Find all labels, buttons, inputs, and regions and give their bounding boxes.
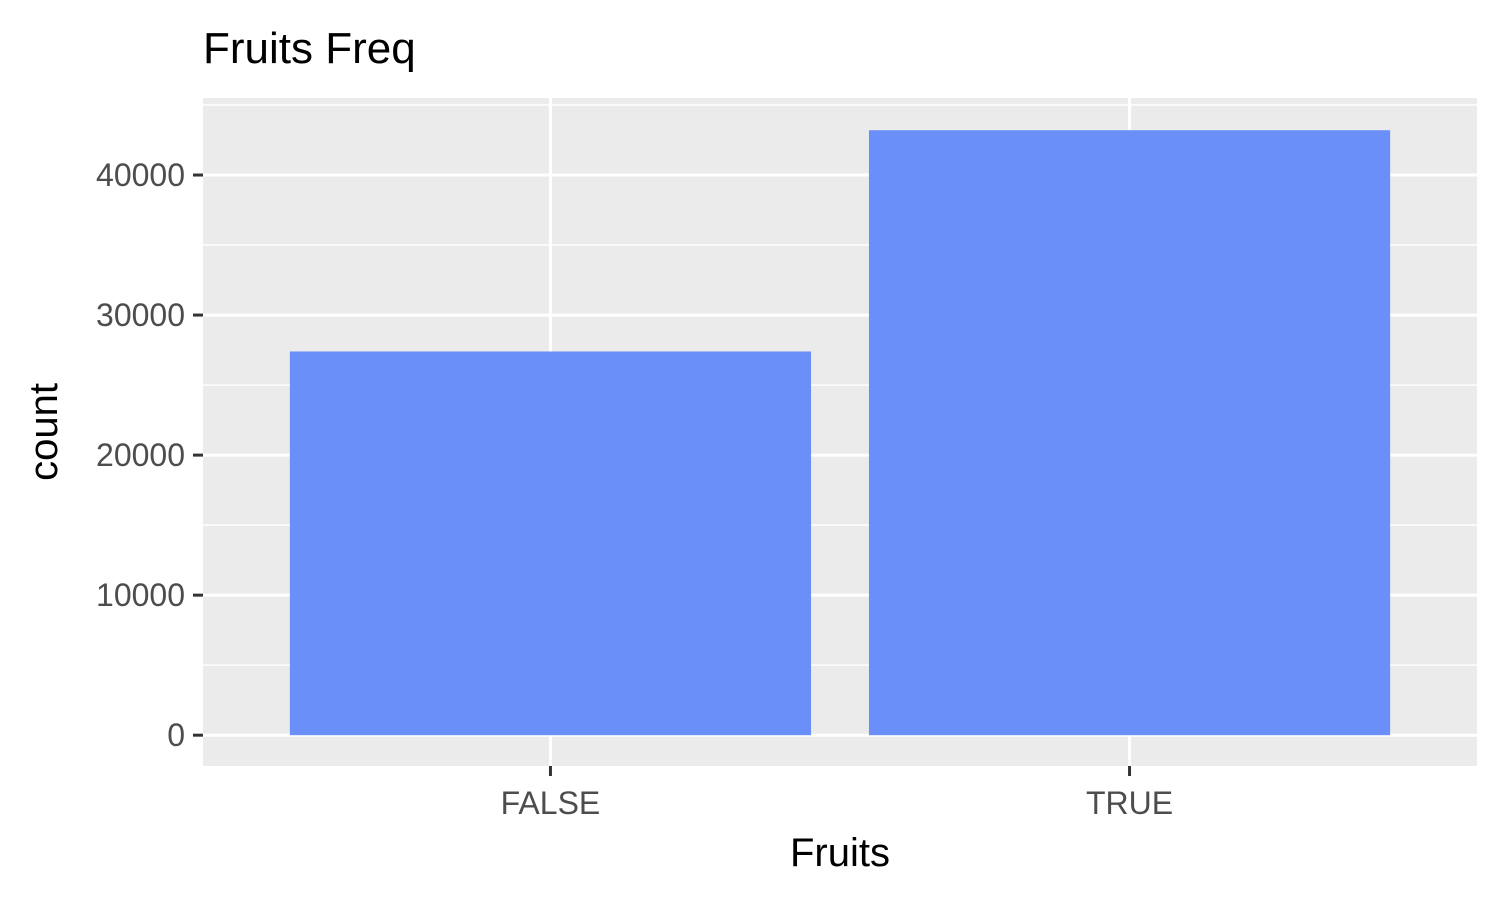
y-tick-label: 10000 (96, 577, 185, 613)
x-tick-label: FALSE (501, 785, 601, 821)
x-tick-label: TRUE (1086, 785, 1173, 821)
y-axis-ticks: 0 10000 20000 30000 40000 (96, 157, 203, 753)
y-tick-label: 20000 (96, 437, 185, 473)
bars (289, 130, 1391, 736)
x-axis-title: Fruits (790, 831, 890, 875)
y-tick-label: 30000 (96, 297, 185, 333)
bar-false (289, 351, 812, 736)
x-axis-ticks: FALSE TRUE (501, 766, 1173, 821)
y-axis-title: count (22, 383, 66, 481)
bar-true (868, 130, 1391, 736)
chart-title: Fruits Freq (203, 24, 416, 73)
y-tick-label: 40000 (96, 157, 185, 193)
y-tick-label: 0 (167, 717, 185, 753)
